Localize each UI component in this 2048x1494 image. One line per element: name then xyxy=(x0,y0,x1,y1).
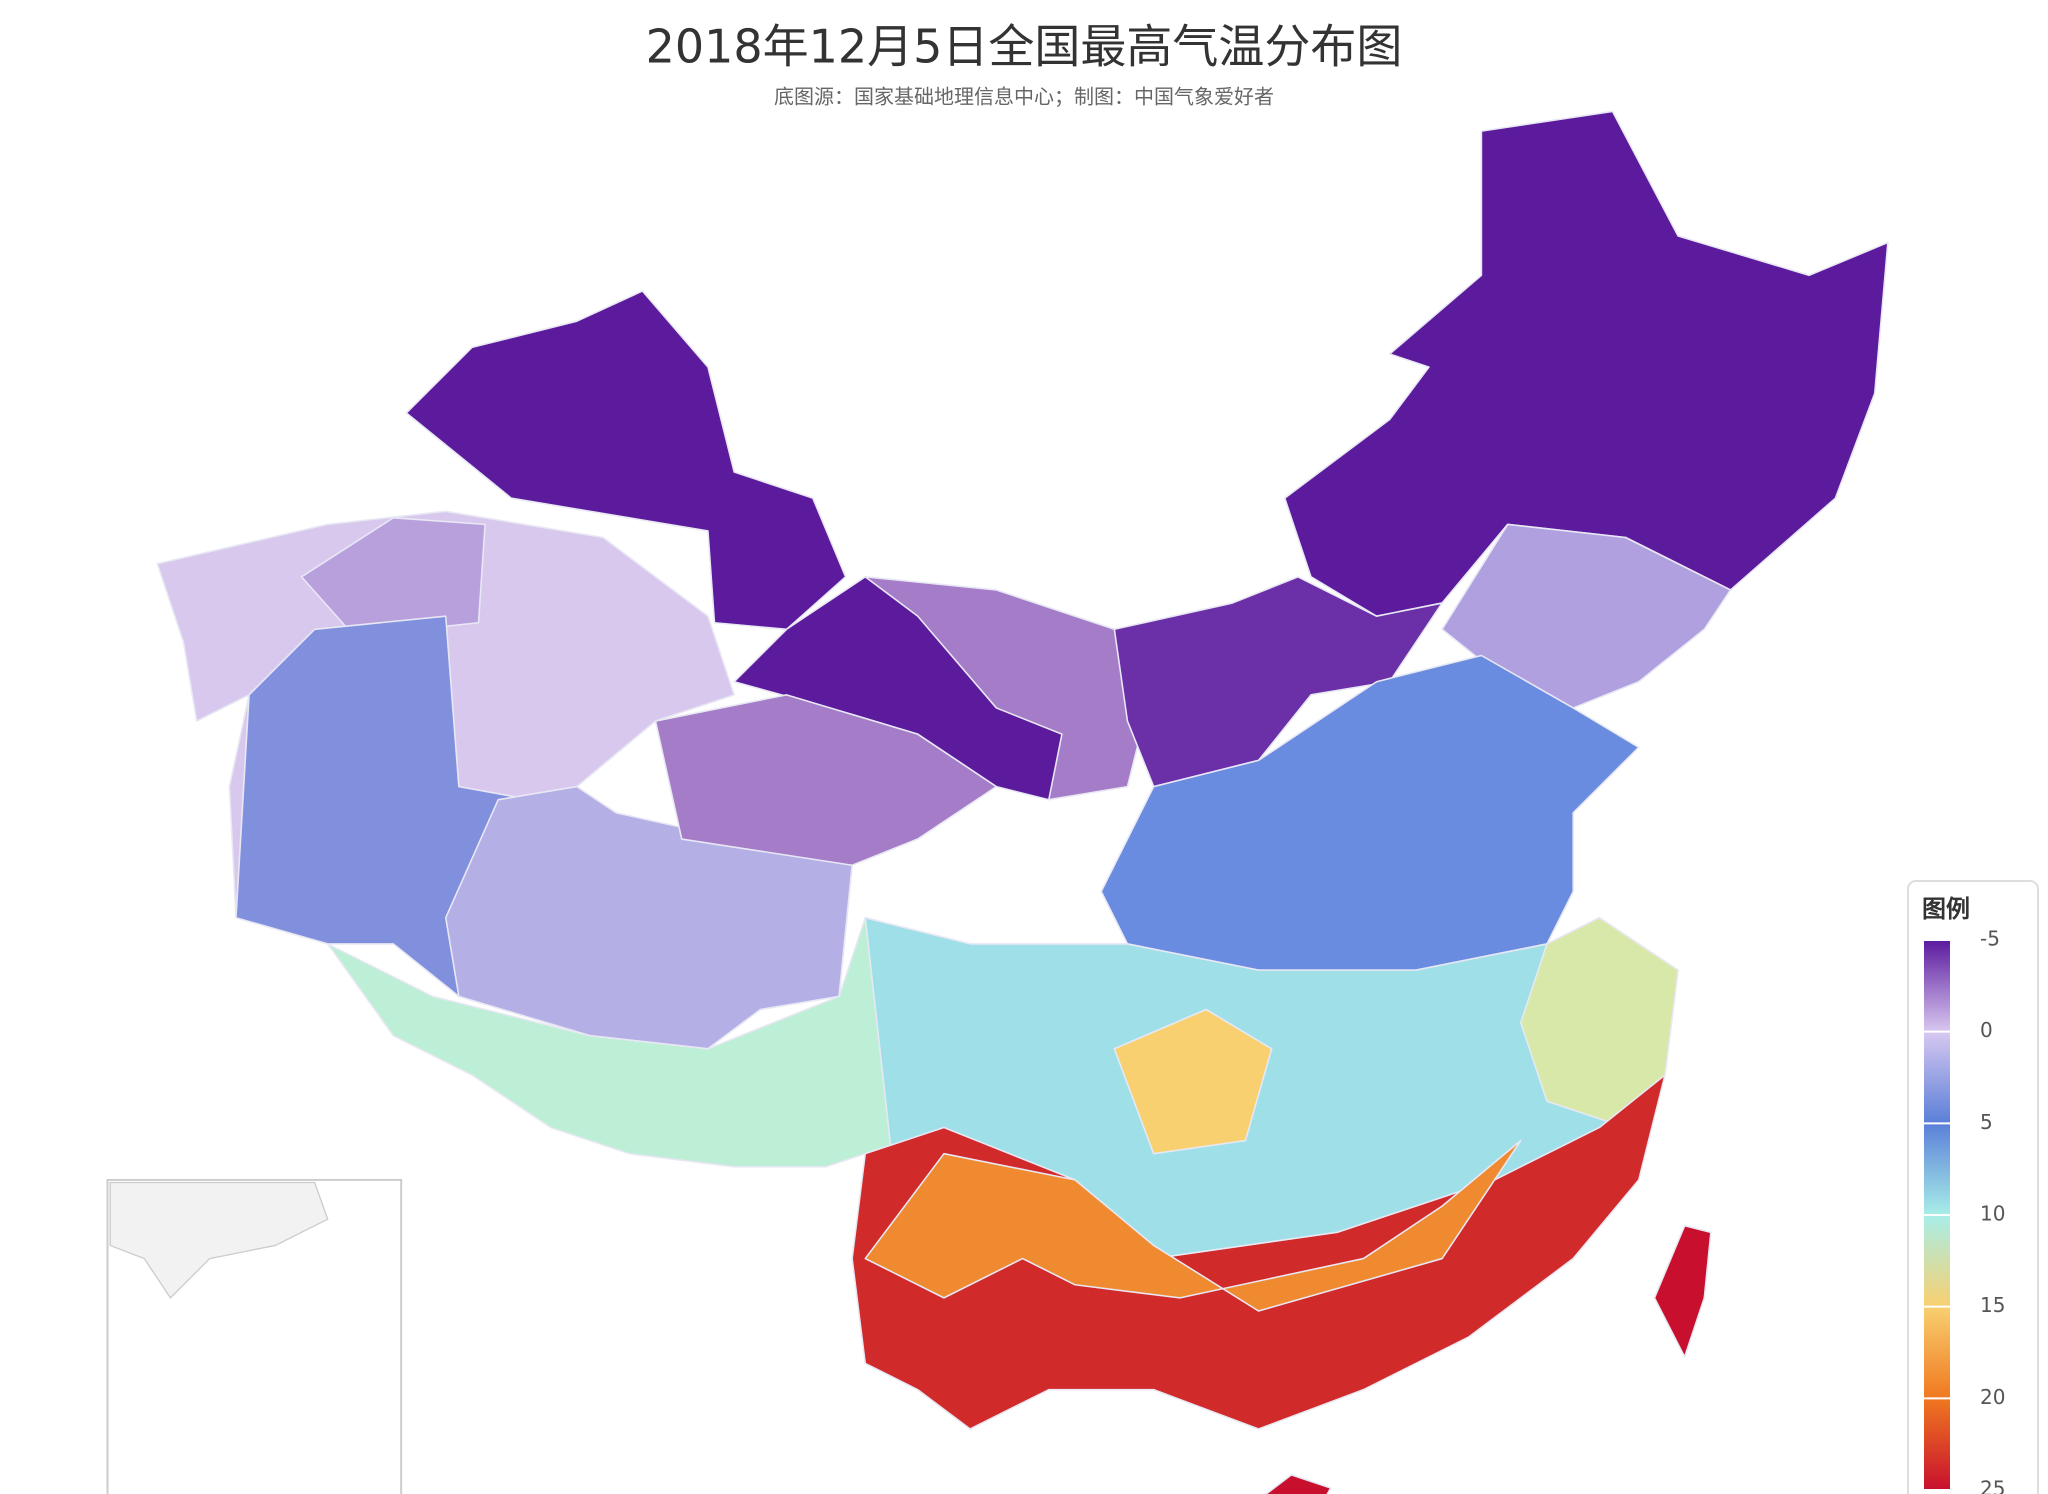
region xyxy=(654,694,998,867)
region xyxy=(1113,1008,1273,1155)
china-map xyxy=(106,110,1889,1494)
legend-tick-label: 20 xyxy=(1980,1385,2005,1409)
legend-tick-label: 10 xyxy=(1980,1202,2005,1226)
region xyxy=(444,785,853,1050)
legend-tick-label: -5 xyxy=(1980,927,2000,951)
region xyxy=(1653,1224,1712,1358)
map-subtitle: 底图源：国家基础地理信息中心；制图：中国气象爱好者 xyxy=(774,85,1274,109)
legend-title: 图例 xyxy=(1922,895,1970,923)
legend: 图例 -5 0 5 10 15 20 25 xyxy=(1907,880,2039,1494)
legend-tick-label: 5 xyxy=(1980,1110,1993,1134)
legend-tick-label: 0 xyxy=(1980,1018,1993,1042)
south-sea-inset xyxy=(106,1178,403,1494)
map-title: 2018年12月5日全国最高气温分布图 xyxy=(646,20,1403,74)
inset-land xyxy=(109,1181,329,1299)
region xyxy=(864,1139,1522,1312)
region xyxy=(1441,523,1732,709)
region xyxy=(1264,1474,1332,1494)
legend-tick-label: 15 xyxy=(1980,1293,2005,1317)
region xyxy=(405,290,847,631)
legend-tick-label: 25 xyxy=(1980,1477,2005,1494)
